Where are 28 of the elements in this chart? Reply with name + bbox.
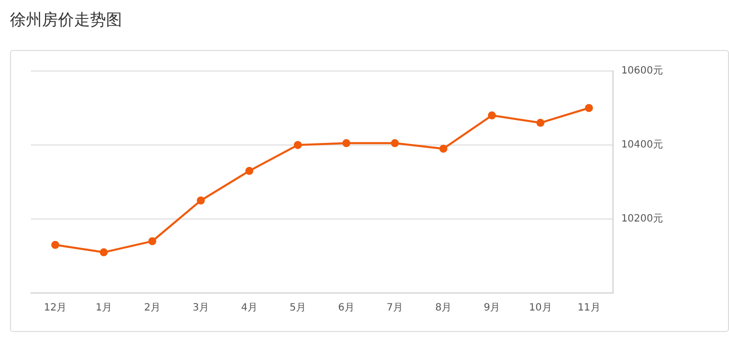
point (536, 118, 544, 127)
point (342, 139, 350, 148)
chart-title: 徐州房价走势图 (9, 9, 123, 31)
x-tick-label: 12月 (44, 302, 67, 314)
point (100, 248, 108, 256)
x-tick-label: 5月 (290, 302, 306, 314)
y-tick-label: 10600元 (621, 66, 663, 77)
y-tick-label: 10400元 (621, 140, 663, 151)
x-tick-label: 10月 (529, 302, 552, 314)
point (584, 104, 593, 112)
point (488, 111, 496, 120)
x-tick-label: 9月 (484, 302, 500, 314)
x-tick-label: 11月 (578, 302, 600, 314)
x-tick-label: 1月 (96, 302, 112, 314)
point (294, 141, 302, 149)
x-tick-label: 2月 (144, 302, 160, 314)
point (196, 196, 205, 204)
x-tick-label: 7月 (386, 302, 404, 314)
point (439, 144, 448, 153)
y-tick-label: 10200元 (621, 214, 663, 225)
point (245, 166, 254, 175)
point (51, 240, 60, 249)
x-tick-label: 3月 (192, 302, 209, 314)
x-tick-label: 8月 (435, 302, 452, 314)
point (148, 237, 156, 246)
point (390, 139, 399, 148)
x-tick-label: 6月 (338, 302, 355, 314)
x-tick-label: 4月 (241, 302, 258, 314)
